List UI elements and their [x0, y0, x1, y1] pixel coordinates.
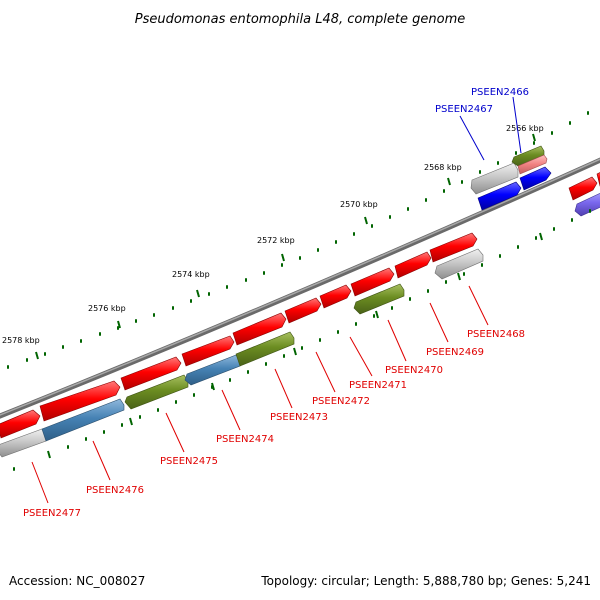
- gene-arrow: [394, 251, 432, 279]
- gene-arrow: [568, 176, 598, 201]
- tick-labels: 2578 kbp 2576 kbp 2574 kbp 2572 kbp 2570…: [2, 124, 544, 345]
- backbone-track: [0, 157, 600, 419]
- tick-label: 2568 kbp: [424, 163, 462, 172]
- gene-label-pseen2470[interactable]: PSEEN2470: [385, 365, 443, 376]
- gene-label-pseen2467[interactable]: PSEEN2467: [435, 104, 493, 115]
- gene-arrow: [235, 331, 295, 367]
- gene-arrow: [319, 284, 352, 309]
- gene-label-pseen2469[interactable]: PSEEN2469: [426, 347, 484, 358]
- reverse-strand-genes: [0, 192, 600, 458]
- tick-label: 2570 kbp: [340, 200, 378, 209]
- gene-arrow: [517, 154, 548, 175]
- gene-arrow: [41, 398, 125, 442]
- tick-label: 2576 kbp: [88, 304, 126, 313]
- gene-arrow: [232, 312, 287, 346]
- backbone-highlight: [0, 158, 600, 416]
- tick-label: 2566 kbp: [506, 124, 544, 133]
- tick-label: 2578 kbp: [2, 336, 40, 345]
- map-title: Pseudomonas entomophila L48, complete ge…: [135, 12, 466, 27]
- gene-labels: PSEEN2466 PSEEN2467 PSEEN2468 PSEEN2469 …: [23, 87, 529, 519]
- gene-arrow: [596, 172, 600, 187]
- gene-arrow: [519, 166, 552, 191]
- gene-label-pseen2468[interactable]: PSEEN2468: [467, 329, 525, 340]
- gene-label-pseen2472[interactable]: PSEEN2472: [312, 396, 370, 407]
- topology-info: Topology: circular; Length: 5,888,780 bp…: [261, 574, 591, 588]
- gene-arrow: [124, 374, 189, 410]
- gene-arrow: [350, 267, 395, 297]
- upper-gene-cluster: [470, 145, 552, 211]
- tick-label: 2572 kbp: [257, 236, 295, 245]
- gene-label-pseen2473[interactable]: PSEEN2473: [270, 412, 328, 423]
- tick-label: 2574 kbp: [172, 270, 210, 279]
- forward-strand-genes: [0, 172, 600, 439]
- gene-label-pseen2474[interactable]: PSEEN2474: [216, 434, 274, 445]
- gene-arrow: [284, 297, 322, 324]
- gene-label-pseen2477[interactable]: PSEEN2477: [23, 508, 81, 519]
- inner-tick-ring: [13, 209, 591, 471]
- gene-label-pseen2466[interactable]: PSEEN2466: [471, 87, 529, 98]
- gene-label-pseen2476[interactable]: PSEEN2476: [86, 485, 144, 496]
- gene-arrow: [0, 409, 41, 439]
- outer-tick-ring: [7, 111, 589, 369]
- gene-arrow: [477, 181, 522, 211]
- label-leaders: [31, 96, 522, 504]
- gene-arrow: [429, 232, 478, 263]
- gene-arrow: [574, 192, 600, 217]
- gene-label-pseen2471[interactable]: PSEEN2471: [349, 380, 407, 391]
- gene-arrow: [434, 248, 484, 280]
- outer-major-ticks: [35, 133, 536, 360]
- gene-label-pseen2475[interactable]: PSEEN2475: [160, 456, 218, 467]
- inner-major-ticks: [47, 232, 543, 459]
- gene-arrow: [353, 283, 405, 315]
- gene-arrow: [120, 356, 182, 391]
- gene-arrow: [181, 335, 235, 367]
- accession-info: Accession: NC_008027: [9, 574, 146, 588]
- gene-arrow: [39, 380, 121, 422]
